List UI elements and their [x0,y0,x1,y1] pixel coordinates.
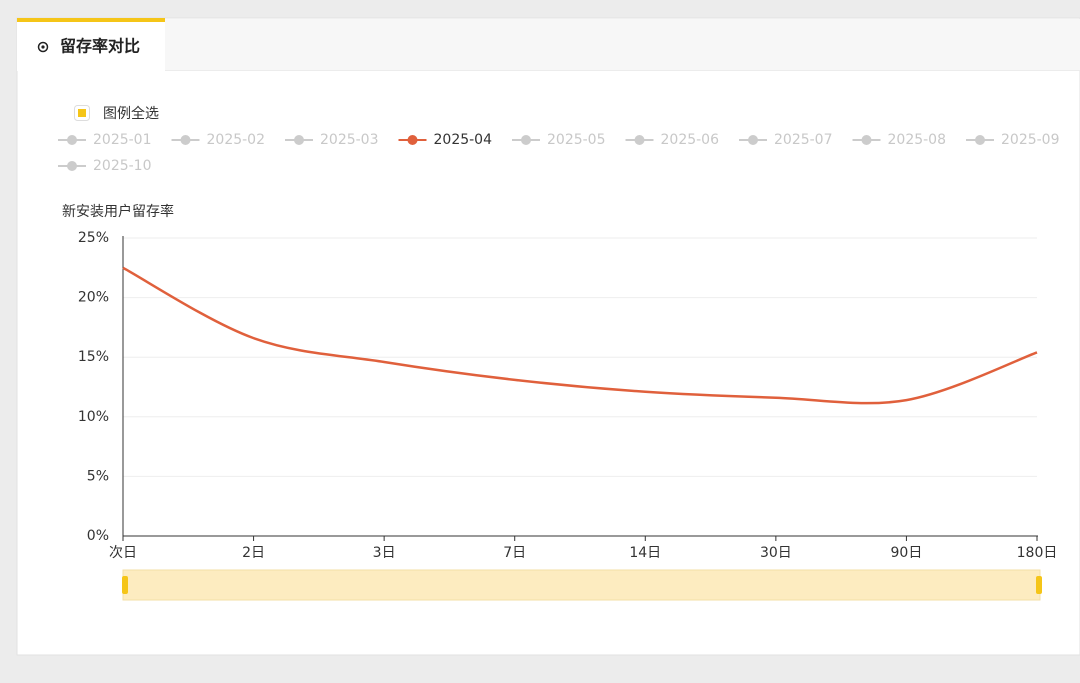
y-tick-label: 25% [78,230,109,246]
legend-label[interactable]: 2025-04 [434,132,493,148]
tab-icon [37,41,49,53]
legend-label[interactable]: 2025-01 [93,132,152,148]
zoom-slider[interactable] [122,569,1041,601]
x-tick-label: 3日 [373,545,396,561]
tab-title[interactable]: 留存率对比 [60,37,140,56]
legend-dot [294,135,304,145]
legend-label[interactable]: 2025-02 [207,132,266,148]
y-tick-label: 0% [87,528,109,544]
x-tick-label: 14日 [629,545,661,561]
y-tick-label: 10% [78,409,109,425]
y-axis-title: 新安装用户留存率 [62,203,174,220]
legend-dot [748,135,758,145]
series-line [122,266,1038,405]
legend-label[interactable]: 2025-08 [888,132,947,148]
x-tick-label: 90日 [891,545,923,561]
tab-icon-dot [41,45,45,49]
legend-label[interactable]: 2025-05 [547,132,606,148]
legend-label[interactable]: 2025-07 [774,132,833,148]
y-tick-label: 15% [78,349,109,365]
legend-dot [67,135,77,145]
legend-label[interactable]: 2025-09 [1001,132,1060,148]
y-tick-label: 5% [87,468,109,484]
x-tick-label: 2日 [242,545,265,561]
chart: 2025-01 2025-02 2025-03 2025-04 2025-05 2025-… [58,132,1060,601]
legend-dot [67,161,77,171]
tab-indicator [17,18,165,22]
legend-dot [634,135,645,145]
y-tick-label: 20% [78,290,109,306]
x-tick-label: 7日 [503,545,526,561]
card [16,17,1080,656]
legend-dot [975,135,985,145]
legend-label[interactable]: 2025-03 [320,132,379,148]
x-tick-label: 180日 [1017,545,1058,561]
zoom-handle[interactable] [1036,576,1042,594]
legend-label[interactable]: 2025-06 [661,132,720,148]
legend-dot [180,135,191,145]
x-tick-label: 次日 [109,545,137,561]
zoom-handle[interactable] [122,576,128,594]
legend-dot [521,135,531,145]
x-tick-label: 30日 [760,545,792,561]
legend-dot [407,135,418,145]
select-all-label[interactable]: 图例全选 [103,105,159,122]
legend-label[interactable]: 2025-10 [93,158,152,174]
tab-strip [165,19,1080,70]
tab[interactable] [17,19,165,71]
select-all-check [78,109,86,117]
legend-dot [861,135,872,145]
